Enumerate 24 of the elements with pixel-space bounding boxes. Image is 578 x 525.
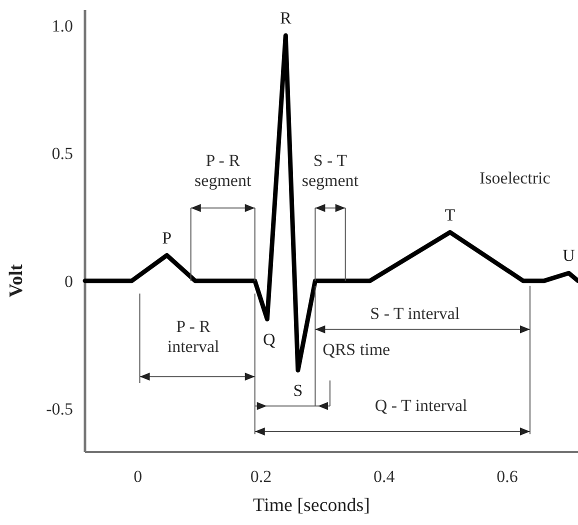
annotation: Q - T interval [374,396,468,416]
annotation: P [162,228,172,248]
annotation: R [280,8,292,28]
y-tick-label: 0 [64,272,73,291]
x-tick-label: 0.2 [250,467,272,486]
line-series [82,33,578,372]
x-axis-title: Time [seconds] [253,495,370,516]
y-tick-label: -0.5 [46,400,73,419]
annotation: Isoelectric [480,168,551,188]
x-tick-label: 0 [134,467,142,486]
x-tick-label: 0.6 [496,467,518,486]
annotation: QRS time [322,340,390,359]
annotation: U [562,246,575,266]
y-tick-label: 1.0 [52,16,73,36]
annotation: S [293,381,303,400]
x-tick-label: 0.4 [374,467,396,486]
annotation: P - R interval [167,316,220,356]
annotation: S - T interval [370,304,460,324]
annotation: Q [263,330,276,350]
y-axis-title: Volt [6,264,27,298]
annotation: T [444,205,456,224]
y-tick-label: 0.5 [52,144,73,164]
annotation: P - R segment [194,150,252,190]
annotation: S - T segment [302,150,359,190]
